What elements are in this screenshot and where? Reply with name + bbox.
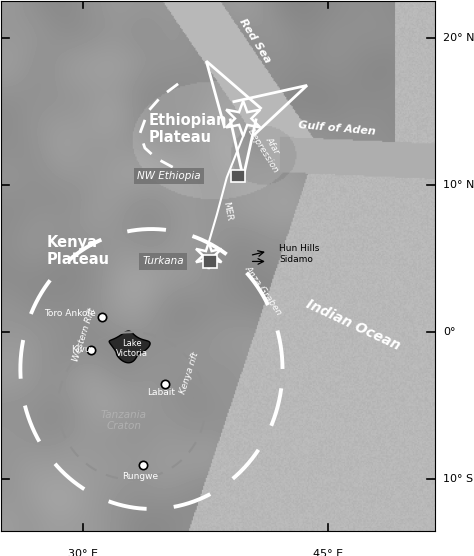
Text: Anza Graben: Anza Graben [242,265,283,317]
Bar [231,170,245,182]
Text: Kivu: Kivu [71,345,91,354]
Text: Rungwe: Rungwe [122,472,158,481]
Text: Lake
Victoria: Lake Victoria [116,339,148,358]
Text: Tanzania
Craton: Tanzania Craton [100,410,146,431]
Text: MER: MER [221,201,233,222]
Text: Indian Ocean: Indian Ocean [304,297,402,353]
Text: NW Ethiopia: NW Ethiopia [137,171,201,181]
Text: 20° N: 20° N [443,32,474,42]
Bar [203,255,218,267]
Text: Gulf of Aden: Gulf of Aden [298,121,376,137]
Text: 45° E: 45° E [313,549,344,556]
Text: Western Rift: Western Rift [72,307,97,363]
Text: 0°: 0° [443,327,456,337]
Text: Hun Hills
Sidamo: Hun Hills Sidamo [279,245,319,264]
Text: Red Sea: Red Sea [237,17,272,64]
Text: 30° E: 30° E [68,549,98,556]
Text: 10° S: 10° S [443,474,473,484]
Polygon shape [109,331,150,363]
Text: Labait: Labait [147,388,175,397]
Text: Kenya
Plateau: Kenya Plateau [46,235,109,267]
Text: Toro Ankole: Toro Ankole [44,309,96,317]
Text: Afar
Depression: Afar Depression [246,121,290,175]
Text: Ethiopian
Plateau: Ethiopian Plateau [148,113,227,145]
Text: Turkana: Turkana [143,256,184,266]
Text: Kenya rift: Kenya rift [178,351,200,395]
Text: 10° N: 10° N [443,180,474,190]
